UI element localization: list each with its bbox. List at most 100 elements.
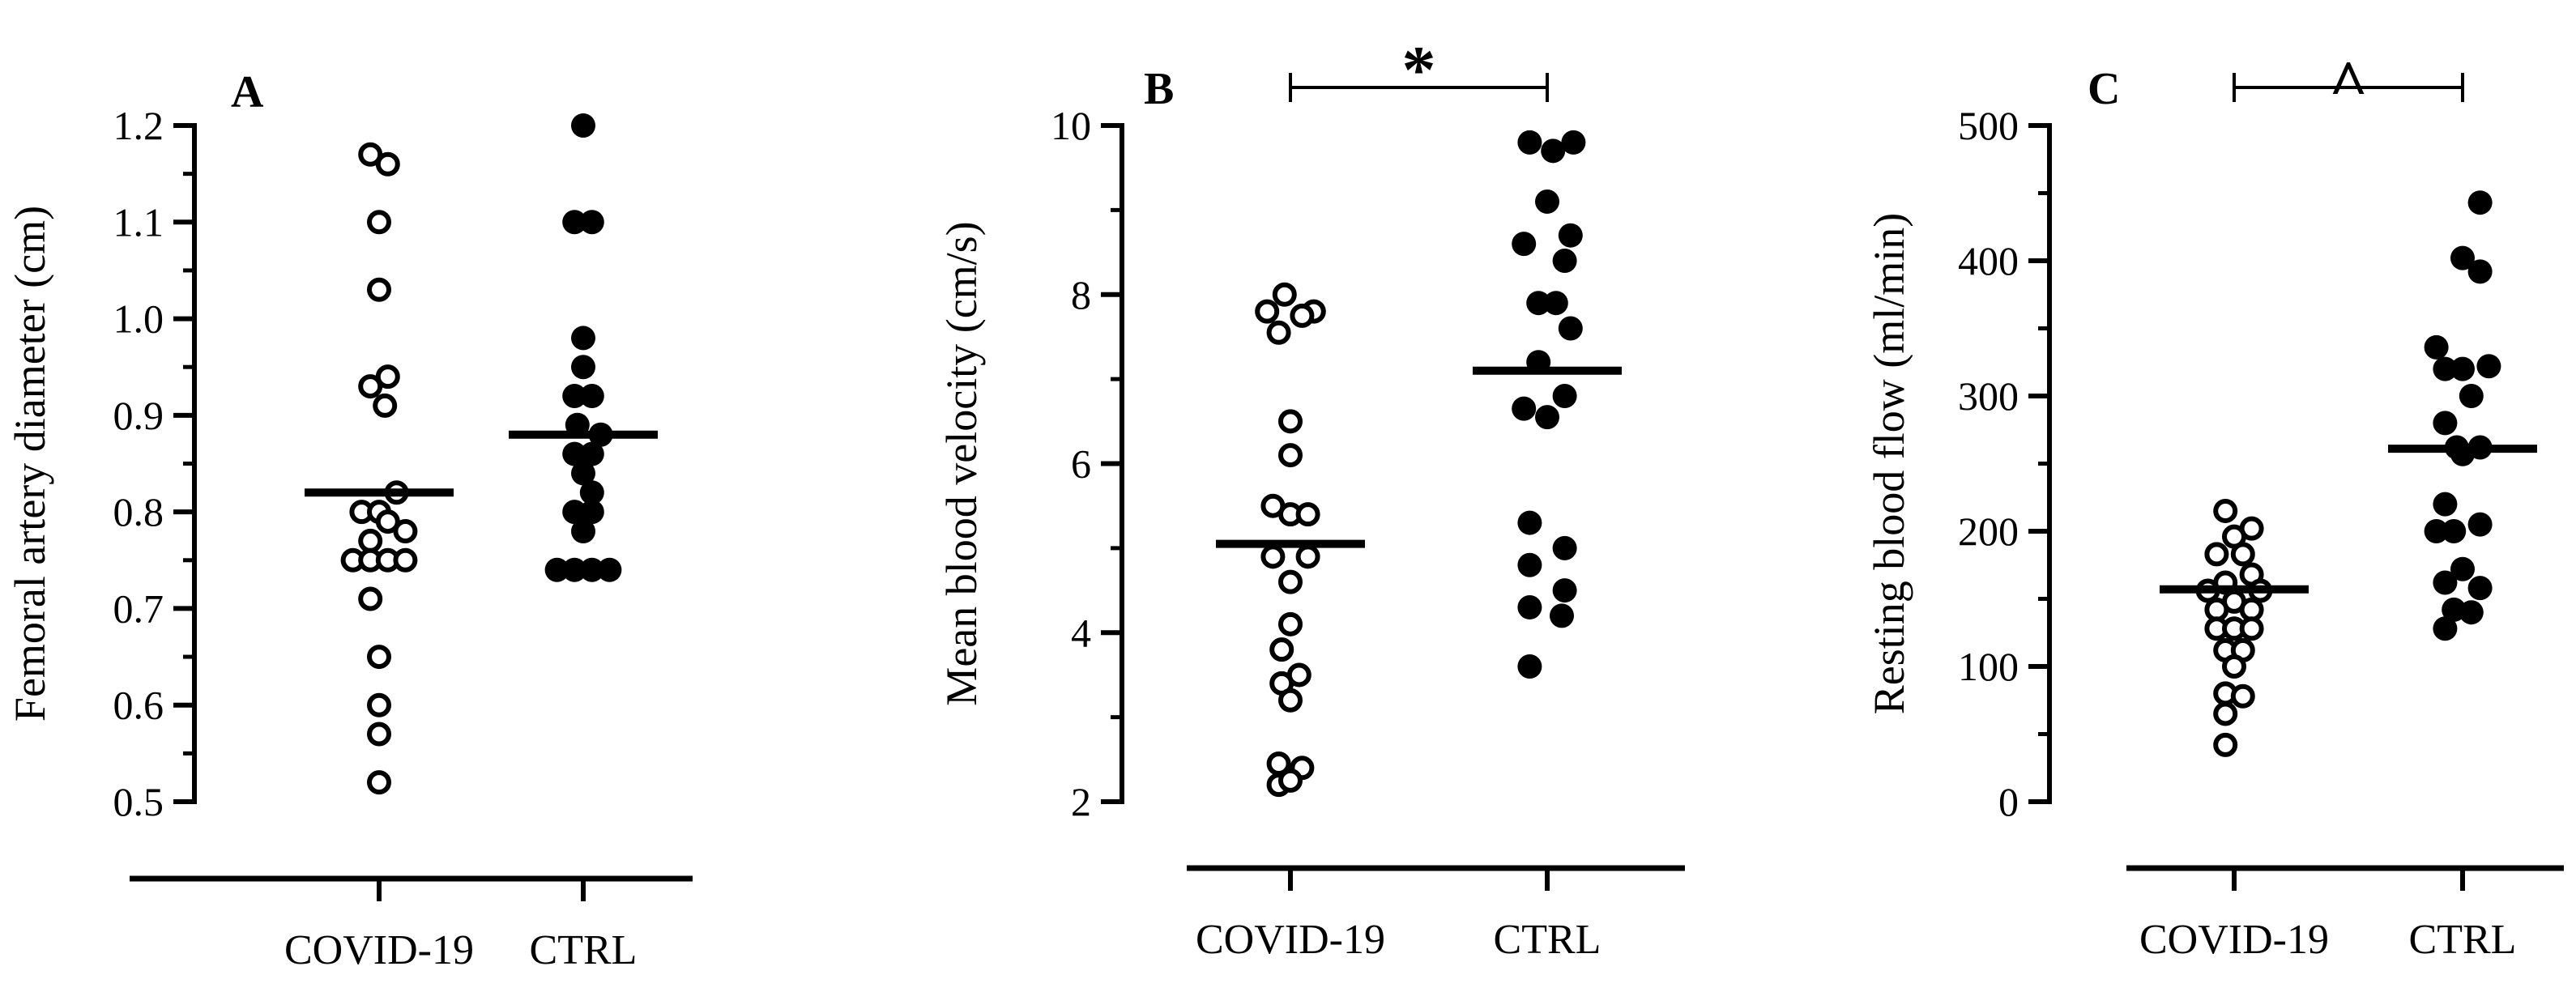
data-point [2467, 576, 2493, 601]
data-point [358, 586, 383, 611]
significance-mark: ^ [2329, 47, 2369, 122]
data-point [571, 326, 595, 351]
data-point [1561, 130, 1586, 155]
data-point [1550, 603, 1574, 628]
significance-mark: * [1402, 32, 1436, 108]
data-point [1517, 510, 1542, 535]
data-point [562, 210, 587, 235]
data-point [1290, 303, 1315, 328]
y-tick-label: 200 [1958, 509, 2019, 554]
data-point [2213, 701, 2238, 726]
data-point [2450, 556, 2475, 581]
data-point [2450, 356, 2475, 381]
x-category-label: CTRL [530, 927, 638, 973]
x-category-label: CTRL [2409, 917, 2517, 963]
data-point [2230, 542, 2255, 567]
data-point [1535, 189, 1559, 214]
y-axis-title: Resting blood flow (ml/min) [1865, 213, 1913, 714]
data-point [571, 113, 595, 138]
data-point [579, 480, 604, 505]
data-point [2222, 654, 2246, 679]
chart-panel-a: 0.5 0.6 0.7 0.8 0.9 1.0 1.1 1.2 Femoral artery d… [6, 67, 693, 973]
y-tick-label: 2 [1071, 779, 1091, 824]
data-point [2433, 570, 2458, 595]
data-point [579, 441, 604, 466]
data-point [367, 692, 391, 717]
data-point [2433, 411, 2458, 436]
x-category-label: COVID-19 [2139, 917, 2329, 963]
data-point [2213, 498, 2238, 523]
y-tick-label: 500 [1958, 103, 2019, 148]
data-point [562, 384, 587, 408]
data-point [367, 722, 391, 747]
data-point [375, 364, 400, 390]
data-point [1517, 654, 1542, 679]
data-point [562, 500, 587, 525]
data-point [2476, 354, 2501, 379]
data-point [1269, 637, 1294, 662]
x-category-label: COVID-19 [284, 927, 474, 973]
data-point [571, 461, 595, 486]
data-point [367, 277, 391, 302]
data-point [2424, 519, 2449, 543]
data-point [1295, 502, 1320, 527]
y-tick-label: 400 [1958, 238, 2019, 283]
data-point [393, 519, 418, 543]
data-point [1541, 138, 1566, 164]
data-point [1255, 299, 1280, 324]
y-tick-label: 1.0 [113, 296, 164, 342]
data-point [2204, 542, 2229, 567]
data-point [375, 509, 400, 534]
panel-letter: C [2088, 64, 2120, 114]
data-point [562, 441, 587, 466]
y-tick-label: 0.6 [113, 683, 164, 728]
data-point [1512, 396, 1537, 421]
data-point [1552, 535, 1577, 560]
data-point [2459, 600, 2484, 625]
data-point [1543, 291, 1568, 316]
data-point [367, 210, 391, 235]
data-point [2459, 384, 2484, 408]
y-tick-label: 300 [1958, 373, 2019, 419]
data-point [2230, 683, 2255, 709]
data-point [358, 142, 383, 167]
y-axis-title: Femoral artery diameter (cm) [6, 206, 54, 722]
data-point [1552, 384, 1577, 408]
y-tick-label: 0.5 [113, 779, 164, 824]
data-point [2433, 616, 2458, 641]
data-point [375, 151, 400, 177]
data-point [1295, 544, 1320, 569]
y-tick-label: 100 [1958, 644, 2019, 689]
data-point [1526, 291, 1551, 316]
data-point [2450, 245, 2475, 270]
data-point [2433, 492, 2458, 517]
x-category-label: COVID-19 [1196, 917, 1385, 963]
data-point [1278, 611, 1303, 636]
data-point [393, 547, 418, 573]
data-point [579, 557, 604, 582]
chart-panel-c: 0 100 200 300 400 500 Resting blood flow (ml/m… [1865, 47, 2564, 963]
y-axis-title: Mean blood velocity (cm/s) [937, 221, 986, 705]
panel-letter: B [1144, 64, 1174, 114]
data-point [1558, 316, 1583, 341]
chart-panel-b: 2 4 6 8 10 Mean blood velocity (cm/s) B COVID-1… [937, 32, 1685, 963]
data-point [1517, 130, 1542, 155]
data-point [1517, 594, 1542, 619]
data-point [2467, 259, 2493, 284]
data-point [1278, 409, 1303, 434]
data-point [1266, 320, 1291, 345]
y-tick-label: 6 [1071, 441, 1091, 487]
y-tick-label: 0.8 [113, 489, 164, 534]
data-point [367, 645, 391, 670]
data-point [1278, 768, 1303, 793]
data-point [2442, 519, 2467, 543]
data-point [571, 519, 595, 543]
y-tick-label: 0.9 [113, 393, 164, 438]
y-tick-label: 8 [1071, 272, 1091, 317]
data-point [2467, 190, 2493, 215]
data-point [544, 557, 569, 582]
y-tick-label: 1.1 [113, 199, 164, 245]
data-point [2467, 512, 2493, 537]
